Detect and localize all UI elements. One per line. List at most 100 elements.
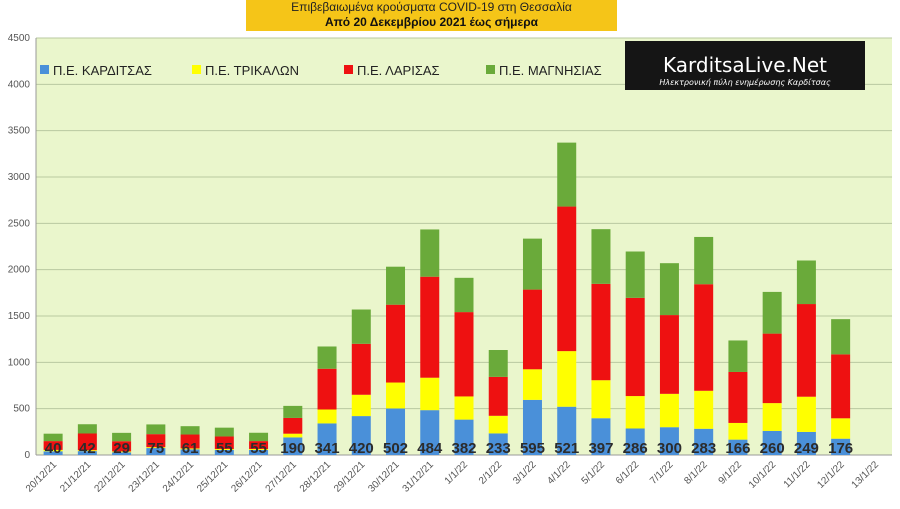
y-tick-label: 2000 xyxy=(8,265,31,276)
data-label: 484 xyxy=(417,440,443,457)
bar-segment xyxy=(283,437,303,455)
x-tick-label: 29/12/21 xyxy=(332,459,368,495)
legend-label: Π.Ε. ΚΑΡΔΙΤΣΑΣ xyxy=(53,63,152,78)
bar-segment xyxy=(831,418,851,439)
legend-label: Π.Ε. ΤΡΙΚΑΛΩΝ xyxy=(205,63,299,78)
bar-segment xyxy=(796,304,816,397)
bar-segment xyxy=(557,142,577,207)
x-tick-label: 26/12/21 xyxy=(229,459,265,495)
x-tick-label: 1/1/22 xyxy=(443,459,471,487)
x-tick-label: 4/1/22 xyxy=(545,459,573,487)
bar-segment xyxy=(591,283,611,381)
bar-segment xyxy=(420,410,440,455)
bar-segment xyxy=(214,449,234,455)
bar-segment xyxy=(694,428,714,455)
bar-segment xyxy=(180,426,200,435)
x-tick-label: 12/1/22 xyxy=(815,459,847,491)
bar-segment xyxy=(420,377,440,411)
data-label: 190 xyxy=(280,440,305,457)
bar-segment xyxy=(488,376,508,416)
bar-segment xyxy=(146,447,166,449)
bar-segment xyxy=(796,396,816,432)
bar-segment xyxy=(796,431,816,455)
x-tick-label: 28/12/21 xyxy=(298,459,334,495)
bar-segment xyxy=(659,263,679,316)
data-label: 75 xyxy=(147,440,164,457)
x-tick-label: 31/12/21 xyxy=(401,459,437,495)
bar-segment xyxy=(112,432,132,442)
bar-segment xyxy=(557,351,577,407)
y-tick-label: 3500 xyxy=(8,126,31,137)
bar-segment xyxy=(180,434,200,449)
bar-segment xyxy=(420,276,440,378)
bar-segment xyxy=(43,449,63,452)
bar-segment xyxy=(454,312,474,397)
data-label: 61 xyxy=(182,440,199,457)
bar-segment xyxy=(762,403,782,431)
bar-segment xyxy=(762,333,782,404)
bar-segment xyxy=(591,418,611,455)
logo-subtext: Ηλεκτρονική πύλη ενημέρωσης Καρδίτσας xyxy=(659,77,831,87)
data-label: 29 xyxy=(113,440,130,457)
x-tick-label: 20/12/21 xyxy=(24,459,60,495)
bar-segment xyxy=(317,409,337,424)
bar-segment xyxy=(77,424,97,434)
chart-subtitle: Από 20 Δεκεμβρίου 2021 έως σήμερα xyxy=(324,15,539,29)
data-label: 283 xyxy=(691,440,716,457)
data-label: 233 xyxy=(486,440,511,457)
bar-segment xyxy=(283,417,303,434)
legend-label: Π.Ε. ΜΑΓΝΗΣΙΑΣ xyxy=(499,63,602,78)
data-label: 260 xyxy=(760,440,785,457)
bar-segment xyxy=(522,289,542,370)
x-tick-label: 23/12/21 xyxy=(127,459,163,495)
legend-label: Π.Ε. ΛΑΡΙΣΑΣ xyxy=(357,63,440,78)
data-label: 55 xyxy=(250,440,267,457)
x-tick-label: 24/12/21 xyxy=(161,459,197,495)
y-tick-label: 4000 xyxy=(8,79,31,90)
logo-box xyxy=(625,41,865,90)
y-tick-label: 0 xyxy=(24,450,30,461)
chart-title: Επιβεβαιωμένα κρούσματα COVID-19 στη Θεσ… xyxy=(291,0,572,14)
data-label: 249 xyxy=(794,440,819,457)
y-tick-label: 2500 xyxy=(8,218,31,229)
bar-segment xyxy=(180,448,200,450)
data-label: 382 xyxy=(451,440,476,457)
bar-segment xyxy=(214,427,234,437)
bar-segment xyxy=(762,291,782,334)
bar-segment xyxy=(214,448,234,450)
bar-segment xyxy=(625,297,645,397)
bar-segment xyxy=(43,441,63,450)
bar-segment xyxy=(591,229,611,284)
logo-text: KarditsaLive.Net xyxy=(663,53,827,77)
bar-segment xyxy=(112,452,132,455)
x-tick-label: 2/1/22 xyxy=(477,459,505,487)
bar-segment xyxy=(386,408,406,455)
bar-segment xyxy=(43,433,63,442)
bar-segment xyxy=(694,390,714,429)
y-tick-label: 3000 xyxy=(8,172,31,183)
bar-segment xyxy=(351,309,371,344)
bar-segment xyxy=(317,368,337,410)
legend-swatch xyxy=(192,65,201,74)
bar-segment xyxy=(625,251,645,298)
bar-segment xyxy=(283,405,303,418)
x-tick-label: 25/12/21 xyxy=(195,459,231,495)
bar-segment xyxy=(351,394,371,417)
bar-segment xyxy=(77,433,97,451)
bar-segment xyxy=(659,427,679,455)
bar-segment xyxy=(386,382,406,409)
data-label: 521 xyxy=(554,440,579,457)
data-label: 397 xyxy=(588,440,613,457)
bar-segment xyxy=(557,406,577,455)
x-tick-label: 22/12/21 xyxy=(92,459,128,495)
bar-segment xyxy=(796,260,816,305)
bar-segment xyxy=(112,451,132,453)
bar-segment xyxy=(522,369,542,400)
bar-segment xyxy=(146,434,166,448)
x-tick-label: 21/12/21 xyxy=(58,459,94,495)
bar-segment xyxy=(351,343,371,395)
x-tick-label: 7/1/22 xyxy=(648,459,676,487)
bar-segment xyxy=(831,354,851,419)
bar-segment xyxy=(351,416,371,455)
